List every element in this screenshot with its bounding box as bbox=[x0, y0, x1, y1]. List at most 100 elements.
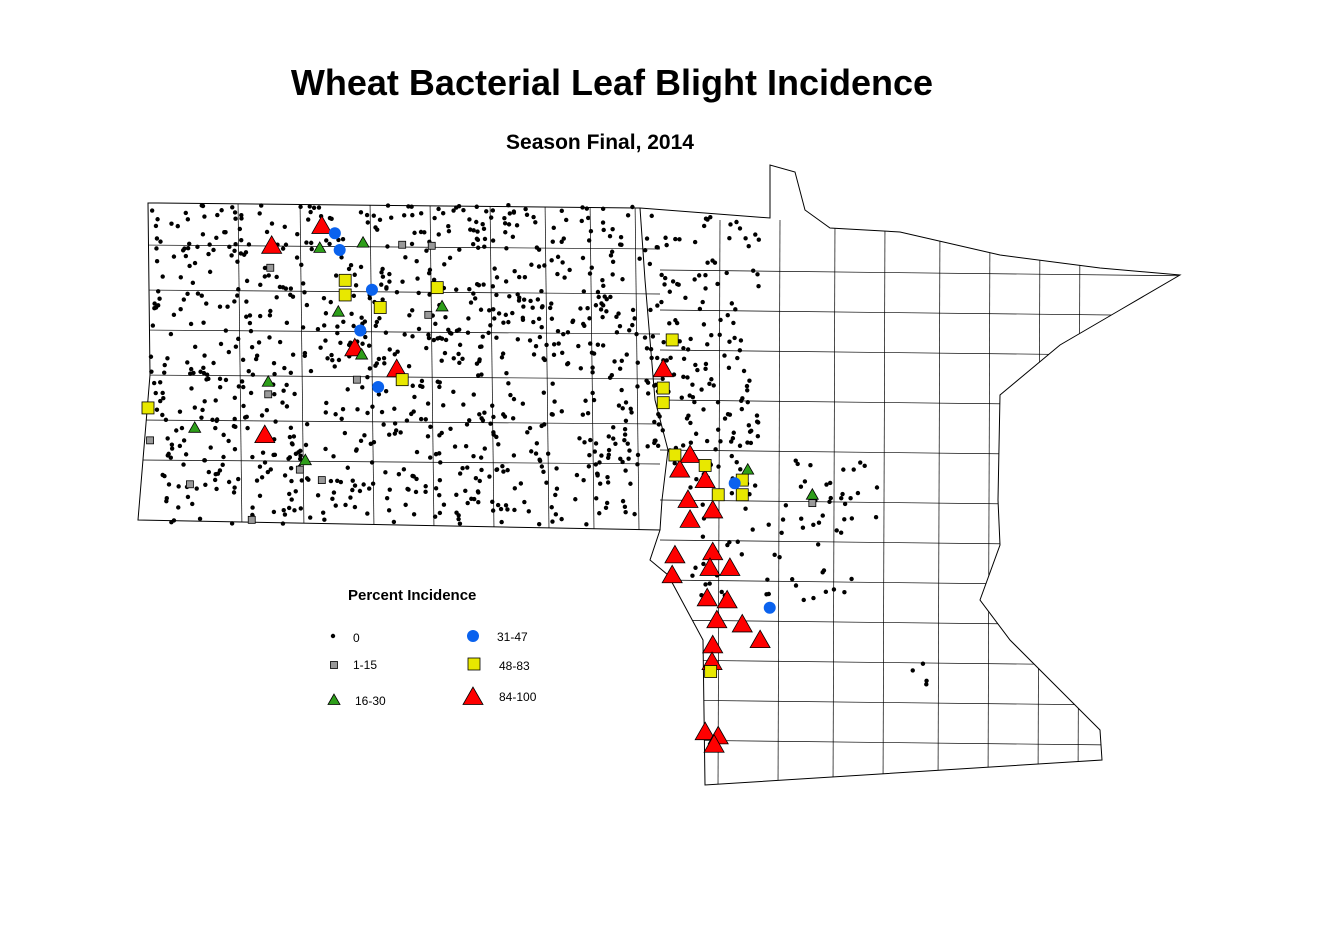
marker-84-100 bbox=[719, 557, 741, 576]
zero-incidence-dot bbox=[204, 372, 210, 377]
zero-incidence-dot bbox=[811, 522, 816, 527]
zero-incidence-dot bbox=[232, 395, 238, 400]
zero-incidence-dot bbox=[438, 460, 443, 465]
zero-incidence-dot bbox=[586, 238, 592, 243]
zero-incidence-dot bbox=[281, 388, 286, 393]
zero-incidence-dot bbox=[766, 522, 771, 527]
zero-incidence-dot bbox=[197, 516, 203, 522]
zero-incidence-dot bbox=[547, 305, 553, 311]
zero-incidence-dot bbox=[692, 277, 697, 282]
zero-incidence-dot bbox=[162, 362, 167, 368]
zero-incidence-dot bbox=[751, 268, 756, 273]
zero-incidence-dot bbox=[248, 390, 254, 396]
zero-incidence-dot bbox=[605, 480, 611, 485]
zero-incidence-dot bbox=[616, 403, 622, 408]
zero-incidence-dot bbox=[394, 290, 400, 295]
zero-incidence-dot bbox=[610, 272, 615, 277]
county-line bbox=[139, 329, 661, 335]
zero-incidence-dot bbox=[550, 239, 555, 244]
zero-incidence-dot bbox=[612, 359, 617, 364]
zero-incidence-dot bbox=[503, 230, 508, 235]
zero-incidence-dot bbox=[708, 215, 713, 220]
zero-incidence-dot bbox=[154, 246, 159, 251]
marker-16-30 bbox=[741, 462, 755, 475]
zero-incidence-dot bbox=[192, 344, 198, 350]
zero-incidence-dot bbox=[700, 299, 705, 305]
zero-incidence-dot bbox=[692, 399, 697, 405]
zero-incidence-dot bbox=[222, 230, 227, 235]
zero-incidence-dot bbox=[237, 226, 243, 232]
zero-incidence-dot bbox=[323, 410, 328, 415]
zero-incidence-dot bbox=[729, 453, 734, 459]
zero-incidence-dot bbox=[506, 222, 512, 227]
zero-incidence-dot bbox=[555, 328, 561, 334]
marker-48-83 bbox=[395, 373, 409, 387]
zero-incidence-dot bbox=[192, 260, 198, 266]
zero-incidence-dot bbox=[322, 517, 327, 522]
zero-incidence-dot bbox=[524, 212, 530, 217]
zero-incidence-dot bbox=[793, 583, 799, 588]
zero-incidence-dot bbox=[482, 446, 487, 451]
zero-incidence-dot bbox=[683, 295, 688, 301]
zero-incidence-dot bbox=[331, 454, 336, 459]
marker-1-15 bbox=[264, 390, 273, 399]
zero-incidence-dot bbox=[533, 343, 539, 349]
zero-incidence-dot bbox=[387, 279, 392, 284]
zero-incidence-dot bbox=[168, 455, 173, 460]
marker-31-47 bbox=[763, 601, 776, 614]
zero-incidence-dot bbox=[214, 235, 219, 241]
zero-incidence-dot bbox=[389, 215, 394, 220]
zero-incidence-dot bbox=[549, 505, 554, 510]
zero-incidence-dot bbox=[737, 226, 743, 231]
zero-incidence-dot bbox=[325, 356, 330, 361]
zero-incidence-dot bbox=[371, 213, 376, 218]
zero-incidence-dot bbox=[608, 294, 613, 300]
zero-incidence-dot bbox=[550, 412, 555, 417]
zero-incidence-dot bbox=[839, 496, 844, 501]
zero-incidence-dot bbox=[533, 220, 538, 225]
zero-incidence-dot bbox=[402, 332, 407, 337]
zero-incidence-dot bbox=[623, 418, 629, 423]
legend-title: Percent Incidence bbox=[348, 587, 477, 604]
zero-incidence-dot bbox=[206, 376, 211, 382]
zero-incidence-dot bbox=[494, 292, 499, 298]
zero-incidence-dot bbox=[457, 521, 463, 526]
zero-incidence-dot bbox=[418, 383, 423, 389]
zero-incidence-dot bbox=[239, 237, 244, 243]
zero-incidence-dot bbox=[667, 289, 672, 294]
zero-incidence-dot bbox=[433, 321, 438, 327]
zero-incidence-dot bbox=[467, 418, 472, 423]
zero-incidence-dot bbox=[465, 330, 471, 335]
zero-incidence-dot bbox=[530, 305, 535, 310]
zero-incidence-dot bbox=[277, 284, 283, 290]
marker-84-100 bbox=[731, 613, 753, 633]
zero-incidence-dot bbox=[248, 328, 254, 334]
zero-incidence-dot bbox=[511, 396, 517, 402]
zero-incidence-dot bbox=[370, 404, 375, 409]
county-line bbox=[634, 199, 640, 531]
marker-16-30 bbox=[188, 420, 202, 433]
zero-incidence-dot bbox=[451, 389, 456, 395]
zero-incidence-dot bbox=[223, 377, 229, 383]
zero-incidence-dot bbox=[418, 229, 424, 235]
legend-label-84-100: 84-100 bbox=[499, 690, 537, 704]
zero-incidence-dot bbox=[442, 350, 448, 356]
marker-48-83 bbox=[656, 396, 670, 410]
zero-incidence-dot bbox=[587, 341, 593, 346]
zero-incidence-dot bbox=[748, 440, 754, 446]
zero-incidence-dot bbox=[323, 338, 328, 343]
legend-symbol-0 bbox=[330, 633, 336, 639]
zero-incidence-dot bbox=[745, 388, 750, 393]
zero-incidence-dot bbox=[293, 489, 298, 494]
zero-incidence-dot bbox=[732, 335, 737, 341]
marker-48-83 bbox=[338, 288, 352, 302]
marker-31-47 bbox=[372, 381, 385, 394]
zero-incidence-dot bbox=[553, 492, 558, 498]
zero-incidence-dot bbox=[570, 318, 576, 323]
zero-incidence-dot bbox=[324, 238, 329, 243]
zero-incidence-dot bbox=[648, 307, 653, 313]
zero-incidence-dot bbox=[733, 307, 738, 312]
zero-incidence-dot bbox=[605, 474, 610, 480]
zero-incidence-dot bbox=[622, 437, 627, 443]
zero-incidence-dot bbox=[471, 291, 476, 296]
